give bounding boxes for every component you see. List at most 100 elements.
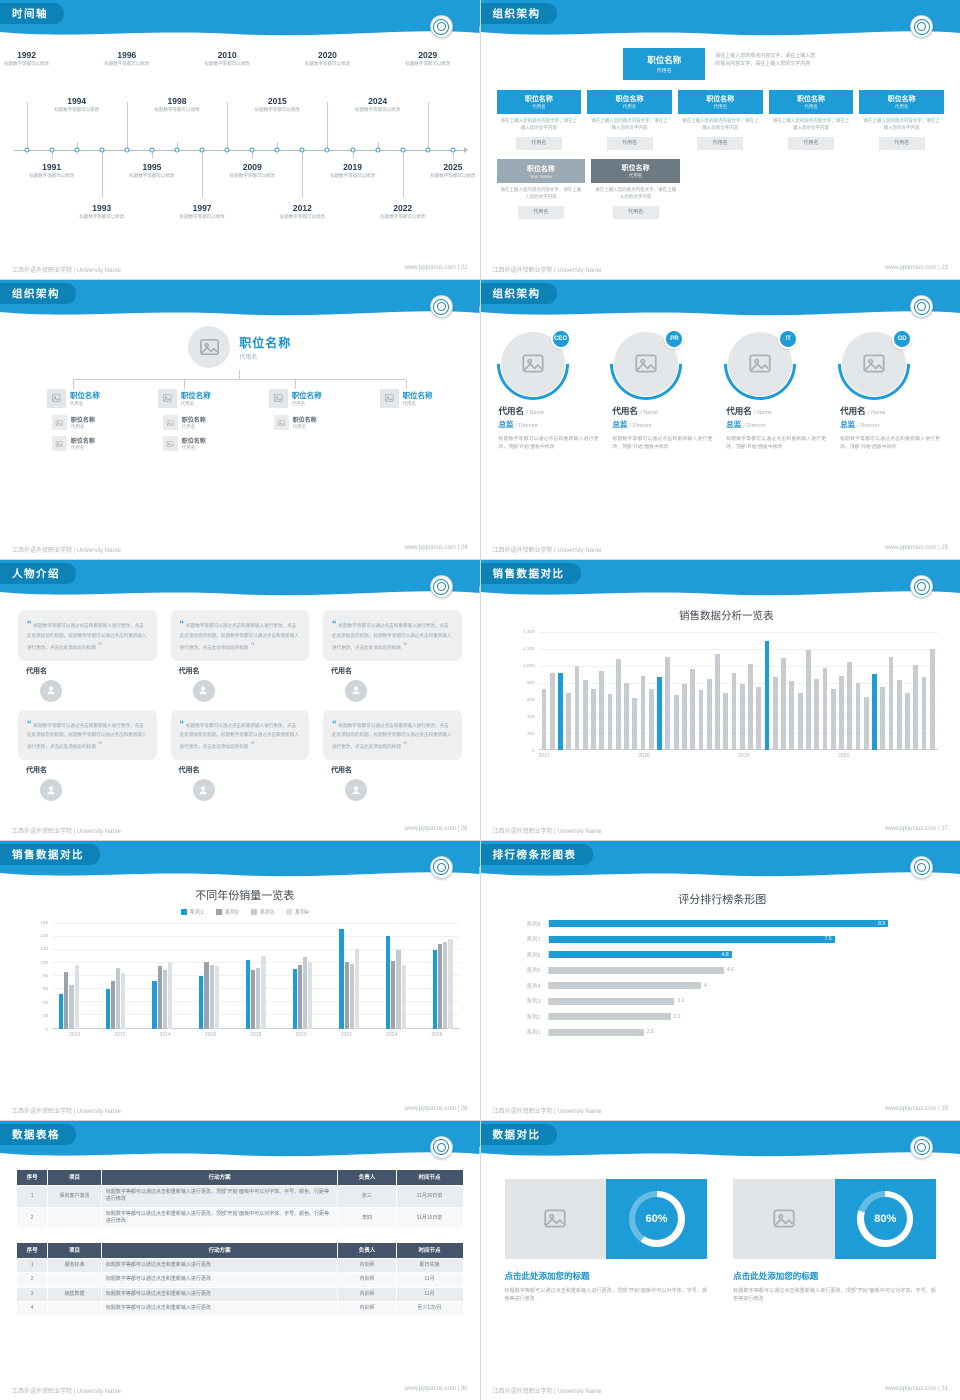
timeline-caption: 标题数字等都可以修改 (330, 172, 376, 178)
timeline-node-icon (249, 147, 255, 153)
quote-close-icon: ” (97, 641, 103, 652)
member-role: 总监 / Director (498, 420, 538, 430)
team-member: CEO 代用名 / Name 总监 / Director 标题数字等都可以通过点… (481, 313, 601, 452)
image-placeholder-icon (504, 1178, 606, 1259)
table-row: 2 标题数字等都可以通过点击和重新输入进行更改，顶部“开始”面板中可以对字体、字号… (15, 1206, 464, 1230)
bar (640, 676, 646, 751)
timeline-caption: 标题数字等都可以修改 (179, 214, 225, 220)
slide-footer: 江西外语外贸职业学院 | University Name www.pptjuni… (12, 265, 468, 274)
footer-school-name: 江西外语外贸职业学院 | University Name (492, 548, 602, 555)
slide-header: 销售数据对比 (0, 840, 480, 881)
member-role: 总监 / Director (612, 420, 652, 430)
bar (349, 963, 354, 1029)
org-sub-item: 职位名称 代用名 (51, 436, 95, 452)
category-label: 系列8 (526, 921, 541, 928)
timeline-year: 2025 (443, 161, 463, 172)
bar-track: 7.5 (547, 935, 931, 943)
role-badge: PR (664, 329, 685, 350)
bar (256, 967, 261, 1029)
bar (566, 693, 572, 751)
quote-bubble: “标题数字等都可以通过点击和重新输入进行更改，点击此处添加您的标题。标题数字等都… (323, 610, 462, 661)
quote-open-icon: “ (332, 718, 337, 729)
table-header-cell: 项目 (47, 1241, 102, 1259)
bar (847, 661, 853, 751)
timeline-stem (177, 141, 178, 150)
quote-text: 标题数字等都可以通过点击和重新输入进行更改，点击此处添加您的标题。标题数字等都可… (332, 722, 452, 750)
slide-people-intro[interactable]: 人物介绍 “标题数字等都可以通过点击和重新输入进行更改，点击此处添加您的标题。标… (0, 560, 480, 840)
bar-group (152, 923, 173, 1029)
footer-page-info: www.pptjunius.com | 29 (885, 1105, 948, 1112)
slide-sales-chart-2[interactable]: 销售数据对比 不同年份销量一览表 系列1 系列2 系列3 系列4 160 140 120 1… (0, 840, 480, 1120)
table-header-cell: 序号 (15, 1168, 49, 1186)
slide-footer: 江西外语外贸职业学院 | University Name www.pptjuni… (12, 545, 468, 554)
comparison-card: 80% 点击此处添加您的标题 标题数字等都可以通过点击和重新输入进行更改，顶部“… (733, 1178, 936, 1304)
bar-group (59, 923, 79, 1029)
table-cell: 11月15日前 (395, 1206, 464, 1230)
gridline (538, 715, 938, 733)
gridline (538, 632, 938, 649)
position-desc: 请在上输入您的观点内容文字，请在上输入您的文字内容 (500, 187, 582, 199)
timeline-caption: 标题数字等都可以修改 (430, 172, 476, 178)
bar (582, 680, 588, 751)
org-branch: 职位名称 代用名 职位名称 代用名 (240, 380, 351, 451)
gridline (52, 988, 460, 1001)
title-chip: 人物介绍 (0, 563, 76, 585)
slide-ranking-chart[interactable]: 排行榜条形图表 评分排行榜条形图 系列8 8.9 系列7 7.5 系列6 4.8 系列5 4.… (480, 840, 960, 1120)
table-cell: 张三 (337, 1184, 397, 1208)
page-number: 31 (941, 1386, 948, 1392)
bar (756, 686, 762, 751)
slide-timeline[interactable]: 时间轴 1992 标题数字等都可以修改 1991 (0, 0, 480, 280)
timeline-stem (427, 101, 429, 150)
header-wave-icon (480, 866, 960, 876)
person-name: 代用名 (331, 667, 352, 675)
footer-page-info: www.pptjunius.com | 31 (885, 1386, 948, 1392)
slide-org-boxes[interactable]: 组织架构 职位名称 代用名 请在上输入您的观点内容文字，请在上输入您的观点内容文… (480, 0, 960, 280)
avatar (192, 679, 215, 702)
slide-data-tables[interactable]: 数据表格 序号 项目 行动方案 负责人 时间节点 1 保有客户激活 标题数字等都可以通过点击和… (0, 1120, 480, 1400)
header-wave-icon (480, 306, 960, 316)
slide-data-compare[interactable]: 数据对比 60% 点击此处添加您的标题 标题数字等都可以通过点击和重新输入进行更… (480, 1120, 960, 1400)
table-cell: 4 (15, 1301, 49, 1317)
header-band (480, 280, 960, 307)
org-box-chart: 职位名称 代用名 请在上输入您的观点内容文字，请在上输入您的观点内容文字，请在上… (496, 46, 945, 219)
bar (199, 975, 204, 1029)
y-axis-ticks: 1,400 1,200 1,000 800 600 400 200 0 (523, 629, 535, 754)
timeline-item: 1994 标题数字等都可以修改 (54, 50, 99, 249)
slide-footer: 江西外语外贸职业学院 | University Name www.pptjuni… (12, 826, 468, 835)
photo-placeholder-icon (379, 389, 399, 409)
person-card: “标题数字等都可以通过点击和重新输入进行更改，点击此处添加您的标题。标题数字等都… (170, 610, 309, 702)
avatar (40, 778, 62, 801)
slide-sales-chart-1[interactable]: 销售数据对比 销售数据分析一览表 1,400 1,200 1,000 800 600 40… (480, 560, 960, 840)
table-header-cell: 时间节点 (395, 1241, 464, 1259)
gridline (52, 1014, 460, 1029)
quote-close-icon: ” (97, 740, 103, 751)
timeline-caption: 标题数字等都可以修改 (254, 106, 300, 112)
grouped-bar-chart: 不同年份销量一览表 系列1 系列2 系列3 系列4 160 140 120 100 80 60 4… (30, 887, 460, 1038)
quote-open-icon: “ (27, 619, 32, 630)
table-cell (47, 1272, 102, 1288)
slide-team-circles[interactable]: 组织架构 CEO 代用名 / Name 总监 / Director 标题数字等都… (480, 280, 960, 560)
bar (690, 668, 696, 751)
alias-tag: 代用名 (515, 137, 562, 150)
team-member: IT 代用名 / Name 总监 / Director 标题数字等都可以通过点击… (709, 313, 828, 452)
table-cell: 即日实施 (395, 1257, 464, 1274)
quote-bubble: “标题数字等都可以通过点击和重新输入进行更改，点击此处添加您的标题。标题数字等都… (18, 610, 157, 661)
timeline-caption: 标题数字等都可以修改 (355, 106, 401, 112)
university-logo-icon (429, 575, 453, 599)
slide-org-tree[interactable]: 组织架构 职位名称 代用名 职位名称 代用名 (0, 280, 480, 560)
photo-placeholder-icon (157, 389, 177, 409)
org-box-item: 职位名称 Your Name 请在上输入您的观点内容文字，请在上输入您的文字内容… (496, 159, 586, 219)
bar (105, 988, 110, 1029)
member-desc: 标题数字等都可以通过点击和重新输入进行更改，顶部“开始”面板中修改 (612, 437, 713, 451)
slide-header: 排行榜条形图表 (480, 840, 960, 881)
timeline-caption: 标题数字等都可以修改 (405, 61, 451, 66)
bar (59, 994, 64, 1029)
timeline-stem (51, 149, 53, 158)
footer-school-name: 江西外语外贸职业学院 | University Name (12, 548, 121, 555)
timeline-item: 2009 标题数字等都可以修改 (230, 50, 275, 249)
timeline-caption: 标题数字等都可以修改 (229, 172, 275, 178)
bar-group (245, 923, 266, 1029)
bar (69, 984, 74, 1029)
person-card: “标题数字等都可以通过点击和重新输入进行更改，点击此处添加您的标题。标题数字等都… (18, 610, 157, 702)
title-chip: 组织架构 (480, 3, 557, 24)
